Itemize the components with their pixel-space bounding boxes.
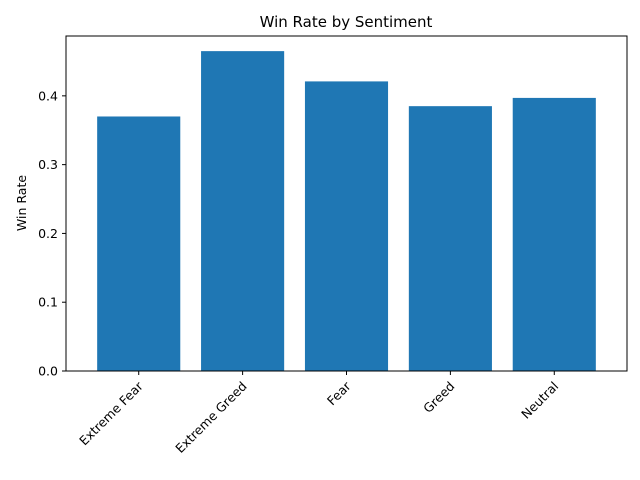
bar-neutral <box>512 97 596 371</box>
bars <box>97 51 596 371</box>
y-axis-ticks: 0.0 0.1 0.2 0.3 0.4 <box>38 88 66 379</box>
y-tick-label: 0.3 <box>38 157 58 172</box>
y-axis-label: Win Rate <box>14 175 29 231</box>
bar-fear <box>304 81 389 371</box>
chart-title: Win Rate by Sentiment <box>260 13 433 31</box>
bar-greed <box>408 106 492 371</box>
y-tick-label: 0.4 <box>38 88 58 103</box>
y-tick-label: 0.0 <box>38 364 58 379</box>
plot-frame <box>65 35 628 372</box>
y-tick-label: 0.1 <box>38 295 58 310</box>
bar-extreme-greed <box>201 51 285 371</box>
y-tick-label: 0.2 <box>38 226 58 241</box>
bar-extreme-fear <box>97 116 181 371</box>
